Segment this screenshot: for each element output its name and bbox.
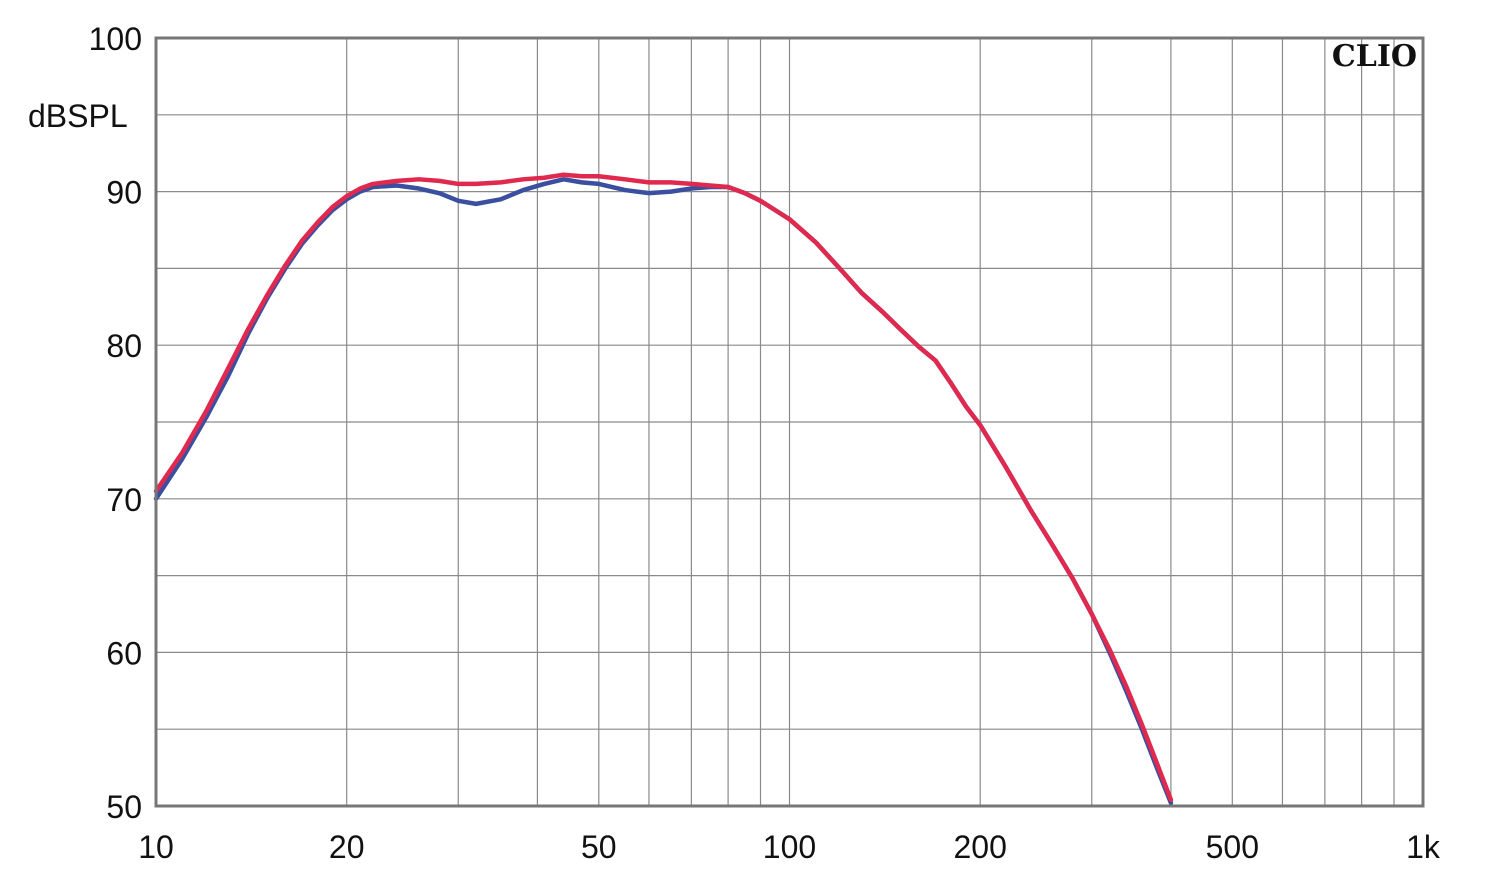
y-tick-label: 90 <box>106 175 142 211</box>
x-tick-label: 20 <box>329 829 365 865</box>
x-tick-label: 10 <box>138 829 174 865</box>
x-tick-label: 50 <box>581 829 617 865</box>
y-tick-label: 70 <box>106 482 142 518</box>
plot-frame <box>154 36 1425 808</box>
x-tick-label: 1k <box>1406 829 1441 865</box>
y-tick-label: 80 <box>106 328 142 364</box>
y-tick-label: 60 <box>106 635 142 671</box>
series-line-2 <box>153 172 1174 803</box>
x-tick-labels: 10 20 50 100 200 500 1k <box>138 829 1441 865</box>
series-lines <box>153 172 1174 806</box>
x-tick-label: 500 <box>1206 829 1259 865</box>
y-tick-labels: 50 60 70 80 90 100 <box>89 21 142 825</box>
clio-brand-logo: CLIO <box>1332 39 1417 74</box>
y-tick-label: 100 <box>89 21 142 57</box>
x-tick-label: 200 <box>954 829 1007 865</box>
grid <box>156 38 1423 806</box>
y-axis-label: dBSPL <box>28 98 128 134</box>
x-tick-label: 100 <box>763 829 816 865</box>
y-tick-label: 50 <box>106 789 142 825</box>
